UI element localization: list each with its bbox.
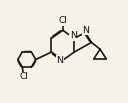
Text: Cl: Cl: [58, 16, 67, 25]
Text: N: N: [83, 26, 90, 35]
Text: N: N: [56, 56, 63, 65]
Text: N: N: [70, 31, 77, 40]
Text: Cl: Cl: [19, 72, 28, 81]
